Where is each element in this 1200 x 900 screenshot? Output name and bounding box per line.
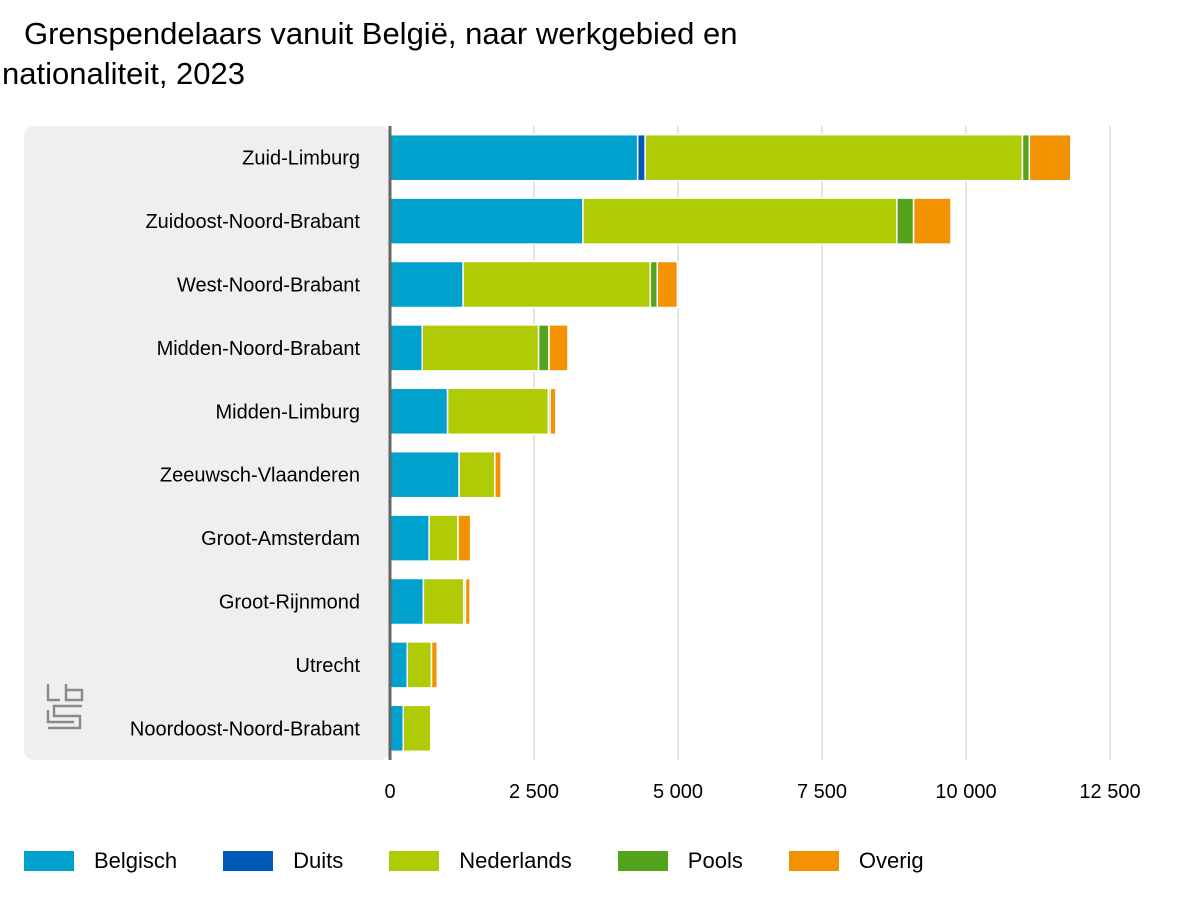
- bar-segment: [389, 641, 409, 689]
- bar-segment: [406, 641, 433, 689]
- bar-segment: [649, 260, 659, 309]
- chart-title-line-2: nationaliteit, 2023: [2, 56, 246, 91]
- legend-item: Pools: [617, 848, 743, 874]
- bar-segment: [389, 133, 639, 182]
- legend-label: Duits: [293, 848, 344, 873]
- legend-swatch: [223, 851, 274, 871]
- cbs-logo-icon: [46, 684, 84, 730]
- legend-swatch: [24, 851, 74, 871]
- bar-segment: [494, 450, 502, 499]
- legend-label: Pools: [687, 848, 743, 873]
- x-tick-label: 2 500: [509, 781, 559, 803]
- bar-segment: [446, 387, 550, 436]
- bars: [389, 133, 1072, 753]
- category-label: Midden-Noord-Brabant: [157, 338, 361, 360]
- category-label: Noordoost-Noord-Brabant: [130, 718, 361, 740]
- category-label: Zuid-Limburg: [242, 148, 360, 170]
- legend-swatch: [788, 851, 839, 871]
- category-label: Groot-Amsterdam: [201, 528, 360, 550]
- bar-segment: [457, 514, 472, 562]
- legend-item: Nederlands: [389, 848, 572, 874]
- bar-segment: [389, 197, 584, 245]
- x-tick-labels: 0 2 500 5 000 7 500 10 000 12 500: [384, 781, 1140, 803]
- legend-label: Belgisch: [94, 848, 178, 873]
- legend-item: Overig: [788, 848, 924, 874]
- bar-segment: [464, 577, 471, 626]
- bar-segment: [389, 514, 430, 562]
- category-panel: [24, 126, 390, 760]
- legend-item: Belgisch: [24, 848, 177, 874]
- bar-segment: [1028, 133, 1072, 182]
- bar-segment: [1021, 133, 1031, 182]
- x-tick-label: 5 000: [653, 781, 703, 803]
- bar-segment: [389, 450, 460, 499]
- legend-swatch: [389, 851, 440, 871]
- bar-segment: [896, 197, 915, 245]
- bar-segment: [389, 387, 449, 436]
- legend-swatch: [617, 851, 668, 871]
- category-label: Groot-Rijnmond: [219, 592, 360, 614]
- bar-segment: [656, 260, 679, 309]
- bar-segment: [548, 324, 569, 372]
- bar-segment: [537, 324, 550, 372]
- category-label: Utrecht: [296, 655, 361, 677]
- bar-segment: [458, 450, 496, 499]
- bar-segment: [644, 133, 1024, 182]
- x-tick-label: 10 000: [935, 781, 996, 803]
- category-labels: Zuid-Limburg Zuidoost-Noord-Brabant West-N…: [130, 148, 361, 741]
- bar-segment: [389, 260, 464, 309]
- bar-segment: [402, 704, 432, 753]
- legend-label: Overig: [858, 848, 924, 873]
- chart-title: Grenspendelaars vanuit België, naar werk…: [0, 14, 880, 94]
- category-label: Zuidoost-Noord-Brabant: [145, 211, 360, 233]
- chart-title-line-1: Grenspendelaars vanuit België, naar werk…: [24, 16, 738, 51]
- legend-item: Duits: [223, 848, 343, 874]
- bar-segment: [428, 514, 459, 562]
- bar-segment: [421, 324, 540, 372]
- bar-segment: [549, 387, 557, 436]
- bar-segment: [389, 324, 424, 372]
- bar-segment: [389, 577, 425, 626]
- stacked-bar-chart: Zuid-Limburg Zuidoost-Noord-Brabant West-N…: [24, 126, 1141, 803]
- category-label: Zeeuwsch-Vlaanderen: [160, 465, 360, 487]
- category-label: Midden-Limburg: [215, 401, 360, 423]
- bar-segment: [636, 133, 646, 182]
- bar-segment: [912, 197, 952, 245]
- x-tick-label: 12 500: [1079, 781, 1140, 803]
- legend: Belgisch Duits Nederlands Pools Overig: [24, 844, 970, 878]
- bar-segment: [462, 260, 652, 309]
- x-tick-label: 7 500: [797, 781, 847, 803]
- bar-segment: [582, 197, 898, 245]
- bar-segment: [430, 641, 438, 689]
- bar-segment: [422, 577, 465, 626]
- x-tick-label: 0: [384, 781, 395, 803]
- legend-label: Nederlands: [459, 848, 572, 873]
- bar-segment: [389, 704, 404, 753]
- category-label: West-Noord-Brabant: [177, 275, 360, 297]
